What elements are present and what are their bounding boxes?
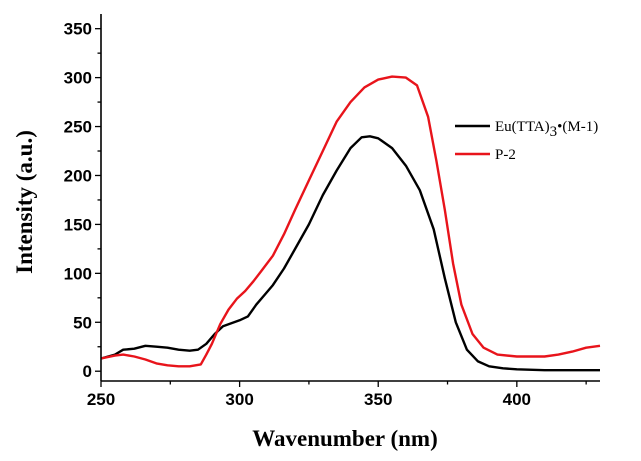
x-tick-label: 250 [87,390,115,409]
series-line-2 [100,75,601,368]
x-axis-title: Wavenumber (nm) [252,426,438,451]
x-tick-label: 350 [364,390,392,409]
y-tick-label: 350 [64,20,92,39]
y-tick-label: 50 [73,313,92,332]
legend-label-1: Eu(TTA)3•(M-1) [495,119,598,140]
y-tick-label: 300 [64,69,92,88]
y-axis-title: Intensity (a.u.) [12,130,37,274]
legend-label-2: P-2 [495,147,516,163]
y-tick-label: 0 [83,362,92,381]
legend: Eu(TTA)3•(M-1) P-2 [455,119,598,163]
series-layer [100,75,601,372]
y-tick-label: 150 [64,215,92,234]
y-tick-label: 250 [64,118,92,137]
y-tick-label: 200 [64,166,92,185]
y-tick-label: 100 [64,264,92,283]
series-line-1 [100,135,600,372]
x-tick-label: 400 [503,390,531,409]
x-tick-label: 300 [225,390,253,409]
axes-layer: 0 50 100 150 200 250 300 350 250 300 350 400 [64,14,600,409]
